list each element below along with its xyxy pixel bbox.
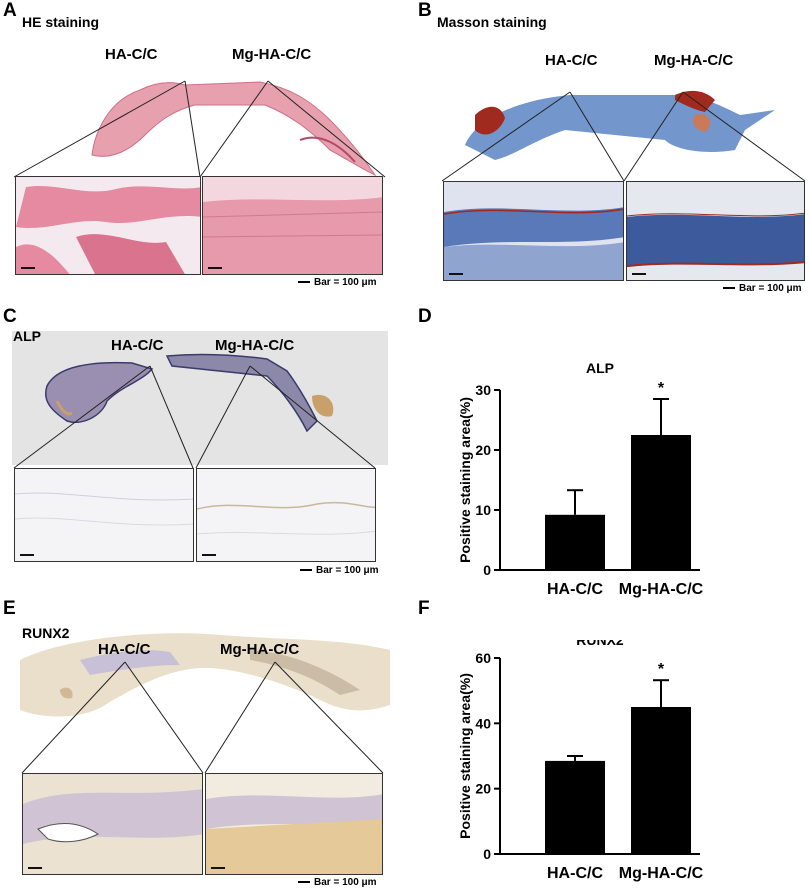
he-overview-image	[13, 80, 386, 178]
runx2-y-axis-label: Positive staining area(%)	[457, 673, 473, 839]
panel-letter-e: E	[3, 598, 16, 619]
panel-letter-d: D	[418, 306, 432, 327]
alp-category-label: Mg-HA-C/C	[619, 581, 704, 598]
he-inset-ha	[15, 176, 201, 275]
alp-y-tick-label: 10	[475, 502, 491, 518]
alp-category-label: HA-C/C	[547, 581, 603, 598]
masson-inset-ha	[443, 181, 624, 281]
alp-y-axis-label: Positive staining area(%)	[457, 397, 473, 563]
alp-inset-ha	[14, 468, 194, 562]
panel-letter-a: A	[3, 0, 17, 21]
runx2-category-label: Mg-HA-C/C	[619, 865, 704, 882]
panel-b-scale: Bar = 100 μm	[739, 283, 802, 294]
alp-zoom-lines	[13, 365, 376, 469]
runx2-significance-marker: *	[658, 661, 665, 678]
alp-y-tick-label: 0	[483, 562, 491, 578]
runx2-chart-title: RUNX2	[576, 640, 624, 648]
panel-b-label-mg: Mg-HA-C/C	[654, 52, 734, 69]
panel-c-label-mg: Mg-HA-C/C	[215, 337, 295, 354]
panel-c-scale: Bar = 100 μm	[316, 565, 379, 576]
masson-overview-image	[441, 90, 806, 182]
alp-bar	[545, 514, 605, 570]
runx2-category-label: HA-C/C	[547, 865, 603, 882]
alp-chart-title: ALP	[586, 360, 614, 376]
panel-letter-f: F	[418, 598, 430, 619]
panel-b-title: Masson staining	[437, 14, 547, 30]
alp-significance-marker: *	[658, 380, 665, 397]
alp-y-tick-label: 30	[475, 382, 491, 398]
alp-y-tick-label: 20	[475, 442, 491, 458]
panel-letter-b: B	[418, 0, 432, 21]
runx2-y-tick-label: 40	[475, 715, 491, 731]
panel-c-title: ALP	[13, 328, 41, 344]
panel-e-title: RUNX2	[22, 625, 70, 641]
panel-e-label-ha: HA-C/C	[98, 641, 151, 658]
panel-e-scale: Bar = 100 μm	[314, 877, 377, 888]
runx2-bar	[631, 707, 691, 854]
runx2-inset-mg	[205, 773, 383, 875]
alp-overview-image	[12, 331, 388, 465]
alp-bar	[631, 435, 691, 570]
runx2-y-tick-label: 60	[475, 650, 491, 666]
runx2-bar-chart: RUNX2 Positive staining area(%) 0 20 40 60 HA-…	[457, 640, 704, 882]
panel-a-scale: Bar = 100 μm	[314, 277, 377, 288]
panel-letter-c: C	[3, 306, 17, 327]
panel-c-label-ha: HA-C/C	[111, 337, 164, 354]
runx2-y-tick-label: 0	[483, 846, 491, 862]
runx2-zoom-lines	[21, 661, 384, 774]
panel-b-label-ha: HA-C/C	[545, 52, 598, 69]
runx2-y-tick-label: 20	[475, 781, 491, 797]
panel-a-label-mg: Mg-HA-C/C	[232, 46, 312, 63]
runx2-inset-ha	[22, 773, 203, 875]
runx2-overview-image	[20, 633, 390, 717]
panel-e-label-mg: Mg-HA-C/C	[220, 641, 300, 658]
alp-inset-mg	[196, 468, 376, 562]
masson-inset-mg	[626, 181, 805, 281]
runx2-bar	[545, 760, 605, 854]
panel-a-label-ha: HA-C/C	[105, 46, 158, 63]
alp-bar-chart: ALP Positive staining area(%) 0 10 20 30 HA-C/…	[457, 360, 704, 598]
panel-a-title: HE staining	[22, 14, 100, 30]
he-inset-mg	[202, 176, 383, 275]
